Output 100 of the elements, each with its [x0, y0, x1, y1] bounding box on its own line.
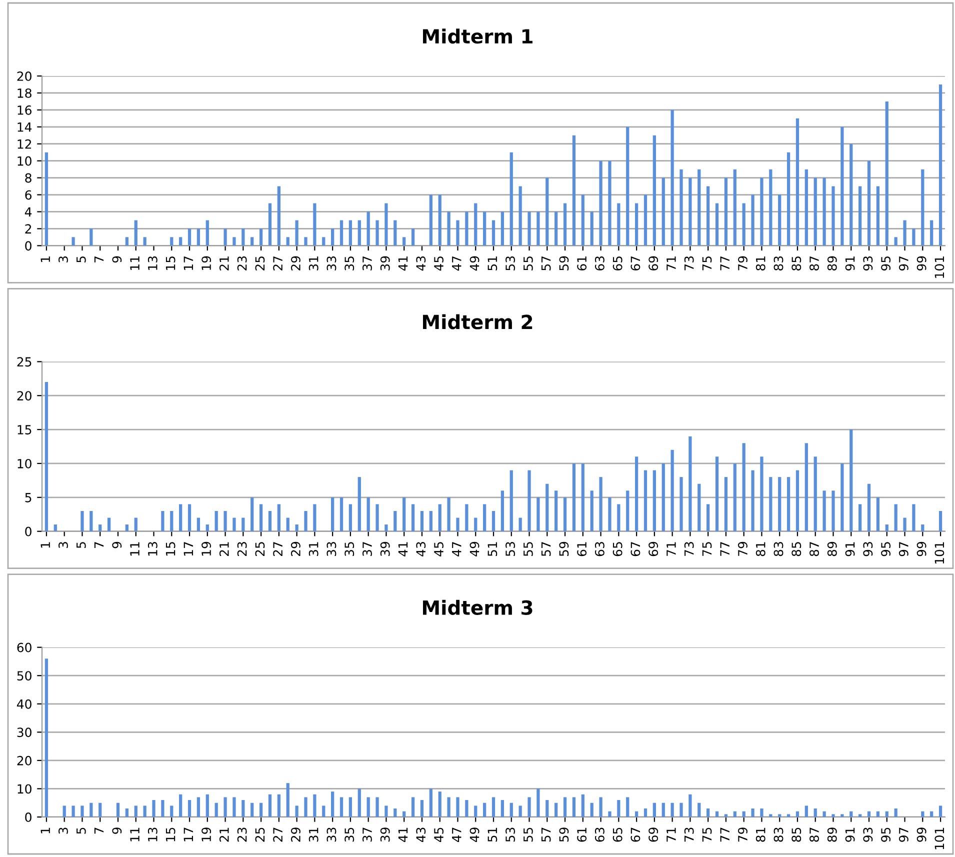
bar: [688, 794, 692, 817]
x-tick-label: 23: [237, 542, 247, 556]
x-tick-label: 91: [845, 828, 855, 842]
bar: [358, 788, 361, 817]
bar: [206, 794, 209, 817]
bar: [125, 808, 128, 817]
x-tick-label: 43: [416, 828, 426, 842]
x-tick-label: 27: [273, 828, 282, 842]
bar: [867, 160, 871, 246]
x-tick-label: 93: [863, 256, 873, 271]
x-tick-label: 101: [934, 542, 944, 564]
bar: [536, 788, 540, 817]
bar: [420, 800, 424, 817]
bar: [277, 504, 280, 532]
x-tick-label: 61: [577, 256, 587, 270]
x-tick-label: 1: [40, 828, 50, 834]
x-tick-label: 37: [362, 256, 372, 270]
bar: [930, 220, 934, 246]
x-tick-label: 13: [148, 256, 158, 270]
x-tick-label: 19: [202, 828, 212, 842]
bar: [295, 806, 298, 817]
bar: [143, 806, 146, 817]
bar: [134, 518, 138, 532]
y-tick-label: 10: [18, 458, 32, 468]
bar: [447, 797, 450, 817]
bar: [277, 794, 280, 817]
bar: [563, 203, 567, 246]
bar: [250, 497, 254, 532]
x-tick-label: 97: [898, 828, 908, 842]
bar: [599, 797, 602, 817]
bar: [366, 212, 370, 246]
x-tick-label: 43: [416, 256, 426, 271]
x-tick-label: 55: [524, 256, 533, 270]
bar: [885, 101, 888, 246]
bar: [358, 477, 361, 532]
x-tick-label: 5: [76, 542, 86, 548]
bar: [652, 470, 656, 532]
bar: [903, 220, 906, 246]
y-tick-label: 10: [18, 784, 32, 794]
x-tick-label: 31: [308, 542, 318, 556]
bar: [876, 186, 880, 246]
bar: [80, 510, 84, 532]
bar: [170, 510, 174, 532]
x-tick-label: 35: [344, 828, 354, 842]
bar: [822, 178, 826, 246]
bar: [438, 194, 442, 246]
x-tick-label: 71: [666, 828, 676, 842]
bar: [670, 450, 674, 532]
x-tick-label: 83: [774, 256, 784, 270]
x-tick-label: 85: [792, 542, 802, 556]
bar: [590, 490, 594, 532]
bar: [563, 797, 567, 817]
x-tick-label: 57: [541, 256, 551, 270]
bar: [54, 524, 57, 532]
x-tick-label: 77: [720, 542, 730, 556]
x-tick-label: 7: [94, 256, 104, 262]
bar: [232, 797, 236, 817]
bar: [438, 792, 442, 817]
bar: [634, 456, 638, 532]
x-tick-label: 25: [255, 828, 265, 842]
x-tick-label: 65: [612, 256, 622, 270]
bar: [698, 802, 701, 817]
bar: [858, 504, 862, 532]
bar: [313, 504, 316, 532]
x-tick-label: 35: [344, 256, 354, 270]
bar: [474, 203, 478, 246]
y-tick-label: 4: [24, 207, 32, 216]
y-tick-label: 12: [18, 139, 32, 149]
x-tick-label: 39: [380, 828, 390, 842]
bar: [196, 518, 200, 532]
y-tick-label: 5: [25, 493, 32, 502]
bar: [80, 806, 84, 817]
bar: [232, 518, 236, 532]
bar: [706, 808, 710, 817]
bar: [590, 212, 594, 246]
bar: [680, 802, 683, 817]
bar: [778, 477, 782, 532]
bar: [930, 811, 934, 817]
x-tick-label: 67: [630, 542, 640, 556]
bar: [179, 504, 182, 532]
bar: [250, 237, 254, 246]
y-tick-label: 0: [25, 241, 32, 251]
x-tick-label: 45: [434, 828, 444, 842]
x-tick-label: 69: [648, 542, 658, 556]
bar: [599, 160, 602, 246]
x-tick-label: 5: [76, 256, 86, 262]
x-tick-label: 37: [362, 542, 372, 556]
bar: [116, 802, 120, 817]
bar: [804, 806, 808, 817]
x-tick-label: 15: [166, 828, 176, 842]
bar: [465, 212, 468, 246]
bar: [876, 811, 880, 817]
y-tick-label: 2: [25, 224, 32, 234]
bar: [125, 237, 128, 246]
bar: [98, 802, 102, 817]
x-tick-label: 97: [898, 542, 908, 556]
bar: [769, 169, 772, 246]
x-tick-label: 101: [934, 828, 944, 850]
x-tick-label: 33: [326, 256, 336, 270]
x-tick-label: 41: [398, 828, 408, 842]
